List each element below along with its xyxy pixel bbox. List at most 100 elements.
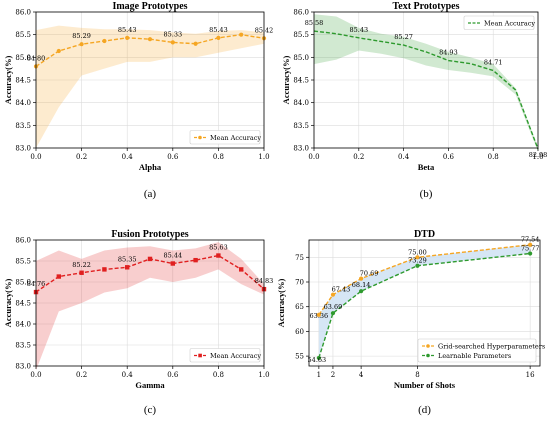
y-tick-label: 85.0 [293,54,309,62]
legend-label: Mean Accuracy [484,19,535,27]
data-label: 63.69 [324,303,343,311]
legend-label: Mean Accuracy [210,134,261,142]
y-tick-label: 84.0 [15,99,31,107]
legend: Mean Accuracy [189,348,261,363]
data-point [56,48,61,54]
x-tick-label: 1.0 [532,153,543,161]
legend-marker [426,353,430,358]
data-point [170,40,175,45]
data-label: 82.98 [529,151,548,159]
series-line [313,30,539,150]
legend-box [417,338,537,363]
data-label: 85.63 [209,244,228,252]
y-tick-label: 83.0 [293,145,309,153]
legend-marker [426,344,430,348]
data-label: 85.33 [163,30,182,38]
data-point [147,37,153,42]
x-axis-label: Number of Shots [394,380,456,390]
y-tick-label: 86.0 [15,237,31,245]
y-tick-label: 85.5 [293,31,309,39]
legend-marker [198,135,202,140]
data-point [239,32,244,37]
data-label: 85.35 [118,255,137,263]
axes-frame [308,239,541,367]
data-label: 85.43 [118,26,137,34]
x-tick-label: 0.2 [353,153,364,161]
y-tick-label: 86.0 [293,9,309,17]
panel-caption: (d) [418,404,431,416]
x-tick-label: 4 [359,371,364,379]
data-point [415,263,420,268]
x-tick-label: 0.8 [488,153,499,161]
y-axis-label: Accuracy(%) [281,56,291,105]
data-point [316,312,321,317]
y-tick-label: 85.5 [15,258,31,266]
data-point [330,311,336,316]
y-tick-label: 55 [295,353,304,361]
data-point [102,267,107,272]
x-tick-label: 1.0 [258,371,269,379]
y-tick-label: 83.5 [293,122,309,130]
data-label: 67.43 [332,286,351,294]
y-tick-label: 84.5 [293,77,309,85]
y-tick-label: 65 [295,303,304,311]
data-point [528,242,533,247]
data-point [56,274,61,279]
legend-box [189,348,261,363]
data-label: 54.63 [308,356,327,364]
x-tick-label: 0.6 [443,153,455,161]
x-axis-label: Beta [418,162,435,172]
y-tick-label: 75 [295,254,304,262]
data-point [359,276,364,281]
data-point [193,41,198,46]
y-axis-label: Accuracy(%) [276,279,286,328]
x-tick-label: 0.0 [30,153,41,161]
x-axis-label: Gamma [135,380,165,390]
x-tick-label: 0.0 [30,371,41,379]
chart-title: Image Prototypes [112,1,187,12]
data-point [79,42,84,47]
data-label: 84.93 [439,49,458,57]
y-tick-label: 84.0 [15,321,31,329]
x-tick-label: 16 [526,371,535,379]
data-label: 85.22 [72,261,91,269]
y-tick-label: 85.0 [15,279,31,287]
y-tick-label: 86.0 [15,9,31,17]
data-point [528,251,533,256]
data-label: 85.44 [163,252,182,260]
data-label: 70.69 [360,270,379,278]
chart-title: Text Prototypes [393,1,460,12]
data-label: 68.14 [352,281,371,289]
legend: Mean Accuracy [189,130,261,145]
x-tick-label: 1 [317,371,321,379]
y-tick-label: 85.0 [15,54,31,62]
confidence-band [36,242,264,371]
x-tick-label: 1.0 [258,153,269,161]
confidence-band [314,14,538,152]
confidence-band [36,25,264,149]
data-point [216,253,221,258]
legend-marker [198,353,202,358]
data-point [316,355,321,361]
series-line [318,252,531,359]
x-tick-label: 0.8 [213,371,224,379]
y-tick-label: 84.5 [15,300,31,308]
data-label: 75.00 [408,248,427,256]
data-point [216,35,221,40]
data-point [147,256,153,262]
x-tick-label: 0.8 [213,153,224,161]
panel-caption: (c) [144,404,157,416]
y-axis-label: Accuracy(%) [3,56,13,105]
x-tick-label: 0.6 [167,371,179,379]
x-tick-label: 0.2 [76,153,87,161]
data-point [239,267,244,272]
legend-label: Mean Accuracy [210,352,261,360]
x-tick-label: 8 [415,371,419,379]
legend-label: Learnable Parameters [438,352,511,360]
y-axis-label: Accuracy(%) [3,279,13,328]
data-label: 84.71 [484,58,503,66]
data-point [102,38,107,44]
data-point [125,265,130,270]
